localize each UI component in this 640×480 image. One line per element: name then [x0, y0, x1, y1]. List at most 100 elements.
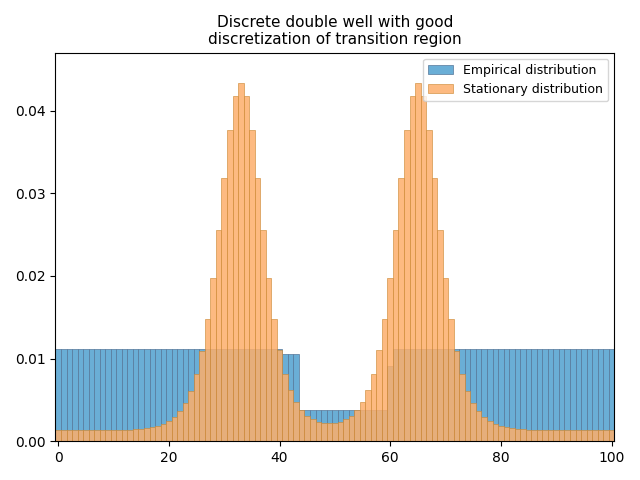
Bar — [399, 349, 404, 441]
Bar — [260, 349, 266, 441]
Bar — [343, 410, 349, 441]
Bar — [293, 354, 299, 441]
Bar — [509, 349, 515, 441]
Bar — [437, 230, 443, 441]
Bar — [199, 349, 205, 441]
Bar — [376, 410, 382, 441]
Bar — [554, 349, 559, 441]
Bar — [454, 349, 460, 441]
Bar — [559, 349, 564, 441]
Bar — [487, 421, 493, 441]
Bar — [365, 410, 371, 441]
Bar — [271, 349, 276, 441]
Bar — [581, 431, 587, 441]
Bar — [166, 349, 172, 441]
Bar — [382, 410, 387, 441]
Bar — [72, 349, 77, 441]
Legend: Empirical distribution, Stationary distribution: Empirical distribution, Stationary distr… — [423, 59, 608, 101]
Bar — [443, 349, 448, 441]
Bar — [365, 391, 371, 441]
Bar — [232, 349, 238, 441]
Bar — [454, 351, 460, 441]
Bar — [321, 410, 326, 441]
Bar — [387, 278, 393, 441]
Bar — [122, 349, 127, 441]
Bar — [221, 178, 227, 441]
Bar — [177, 349, 183, 441]
Bar — [382, 319, 387, 441]
Bar — [56, 349, 61, 441]
Bar — [321, 423, 326, 441]
Bar — [316, 410, 321, 441]
Title: Discrete double well with good
discretization of transition region: Discrete double well with good discretiz… — [208, 15, 461, 48]
Bar — [177, 411, 183, 441]
Bar — [493, 424, 498, 441]
Bar — [338, 410, 343, 441]
Bar — [105, 349, 111, 441]
Bar — [144, 349, 150, 441]
Bar — [326, 410, 332, 441]
Bar — [410, 96, 415, 441]
Bar — [548, 349, 554, 441]
Bar — [94, 431, 100, 441]
Bar — [238, 83, 244, 441]
Bar — [570, 431, 575, 441]
Bar — [443, 278, 448, 441]
Bar — [194, 374, 199, 441]
Bar — [56, 431, 61, 441]
Bar — [155, 426, 161, 441]
Bar — [255, 349, 260, 441]
Bar — [354, 410, 360, 441]
Bar — [564, 431, 570, 441]
Bar — [332, 410, 338, 441]
Bar — [542, 430, 548, 441]
Bar — [592, 349, 598, 441]
Bar — [537, 430, 542, 441]
Bar — [393, 349, 399, 441]
Bar — [155, 349, 161, 441]
Bar — [470, 349, 476, 441]
Bar — [305, 410, 310, 441]
Bar — [83, 431, 89, 441]
Bar — [376, 350, 382, 441]
Bar — [592, 431, 598, 441]
Bar — [150, 349, 155, 441]
Bar — [575, 349, 581, 441]
Bar — [194, 349, 199, 441]
Bar — [305, 416, 310, 441]
Bar — [531, 349, 537, 441]
Bar — [105, 431, 111, 441]
Bar — [410, 349, 415, 441]
Bar — [188, 391, 194, 441]
Bar — [371, 410, 376, 441]
Bar — [276, 350, 282, 441]
Bar — [525, 349, 531, 441]
Bar — [310, 410, 316, 441]
Bar — [349, 410, 354, 441]
Bar — [343, 419, 349, 441]
Bar — [77, 431, 83, 441]
Bar — [271, 319, 276, 441]
Bar — [476, 411, 481, 441]
Bar — [465, 349, 470, 441]
Bar — [205, 349, 211, 441]
Bar — [537, 349, 542, 441]
Bar — [205, 319, 211, 441]
Bar — [122, 430, 127, 441]
Bar — [476, 349, 481, 441]
Bar — [100, 349, 105, 441]
Bar — [399, 178, 404, 441]
Bar — [299, 410, 305, 441]
Bar — [316, 421, 321, 441]
Bar — [161, 424, 166, 441]
Bar — [404, 349, 410, 441]
Bar — [199, 351, 205, 441]
Bar — [520, 430, 525, 441]
Bar — [211, 349, 216, 441]
Bar — [404, 130, 410, 441]
Bar — [460, 349, 465, 441]
Bar — [116, 349, 122, 441]
Bar — [426, 130, 432, 441]
Bar — [481, 417, 487, 441]
Bar — [470, 403, 476, 441]
